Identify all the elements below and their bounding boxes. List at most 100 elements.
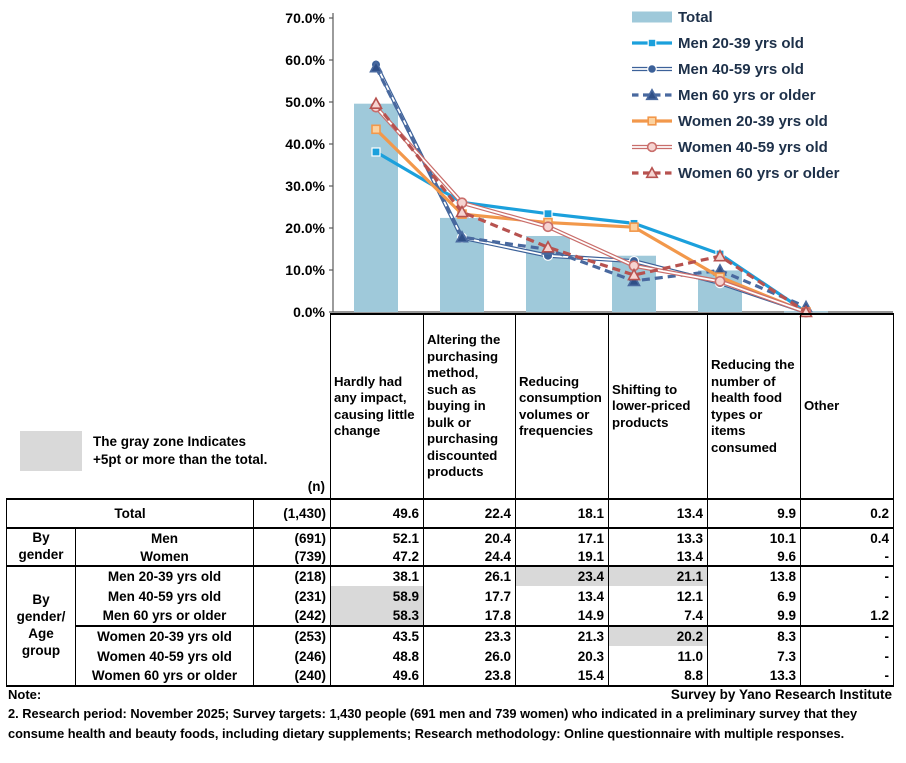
- cell-value: -: [800, 586, 895, 606]
- svg-text:40.0%: 40.0%: [285, 136, 325, 152]
- gray-zone-line1: The gray zone Indicates: [93, 434, 247, 449]
- cell-value: 20.3: [515, 646, 610, 666]
- cell-value: 17.7: [423, 586, 517, 606]
- cell-row-label: Women: [75, 547, 254, 566]
- cell-value: -: [800, 547, 895, 566]
- source-credit: Survey by Yano Research Institute: [670, 687, 892, 702]
- legend-label: Women 20-39 yrs old: [678, 112, 828, 130]
- cell-row-label: Women 20-39 yrs old: [75, 625, 254, 646]
- results-table: Hardly had any impact, causing little ch…: [6, 313, 895, 687]
- cell-value: 1.2: [800, 606, 895, 626]
- table-row: Women 60 yrs or older (240) 49.6 23.8 15.4 8.…: [7, 666, 895, 687]
- gray-zone-line2: +5pt or more than the total.: [93, 451, 268, 467]
- cell-value: 9.6: [707, 547, 802, 566]
- legend-line-icon: [632, 38, 672, 48]
- cell-value: 17.1: [515, 527, 610, 547]
- cell-value: 15.4: [515, 666, 610, 687]
- legend-item-total: Total: [630, 4, 839, 30]
- cell-value: 11.0: [608, 646, 709, 666]
- cell-value: 12.1: [608, 586, 709, 606]
- cell-value: 17.8: [423, 606, 517, 626]
- svg-text:30.0%: 30.0%: [285, 178, 325, 194]
- cell-value: 10.1: [707, 527, 802, 547]
- cell-n: (246): [252, 646, 332, 666]
- cell-value: 38.1: [330, 565, 425, 586]
- cell-value: 22.4: [423, 498, 517, 528]
- note-label: Note:: [8, 687, 42, 702]
- cell-group-label: By gender: [6, 527, 76, 566]
- legend-item: Women 20-39 yrs old: [630, 108, 839, 134]
- column-header: Reducing consumption volumes or frequenc…: [515, 313, 610, 500]
- cell-value: 49.6: [330, 666, 425, 687]
- cell-value: 13.8: [707, 565, 802, 586]
- cell-n: (218): [252, 565, 332, 586]
- cell-value: 23.3: [423, 625, 517, 646]
- cell-value: 7.4: [608, 606, 709, 626]
- legend-label: Men 60 yrs or older: [678, 86, 816, 104]
- cell-value: 7.3: [707, 646, 802, 666]
- cell-value: 23.8: [423, 666, 517, 687]
- cell-row-label: Total: [6, 498, 254, 528]
- svg-text:50.0%: 50.0%: [285, 94, 325, 110]
- cell-value: 0.2: [800, 498, 895, 528]
- cell-row-label: Women 40-59 yrs old: [75, 646, 254, 666]
- column-header: Other: [800, 313, 895, 500]
- table-row: Women 20-39 yrs old (253) 43.5 23.3 21.3 20.2…: [7, 625, 895, 646]
- legend-line-icon: [632, 64, 672, 74]
- cell-value: 8.8: [608, 666, 709, 687]
- table-row: Women (739) 47.2 24.4 19.1 13.4 9.6-: [7, 547, 895, 566]
- column-header: Shifting to lower-priced products: [608, 313, 709, 500]
- legend-line-icon: [632, 116, 672, 126]
- n-column-header: (n): [307, 479, 325, 494]
- cell-row-label: Men 20-39 yrs old: [75, 565, 254, 586]
- cell-value: 6.9: [707, 586, 802, 606]
- cell-value: 13.4: [608, 498, 709, 528]
- column-header: Hardly had any impact, causing little ch…: [330, 313, 425, 500]
- cell-value: -: [800, 565, 895, 586]
- svg-text:70.0%: 70.0%: [285, 10, 325, 26]
- svg-text:20.0%: 20.0%: [285, 220, 325, 236]
- cell-row-label: Men: [75, 527, 254, 547]
- svg-text:10.0%: 10.0%: [285, 262, 325, 278]
- legend-item: Women 40-59 yrs old: [630, 134, 839, 160]
- cell-value: -: [800, 625, 895, 646]
- cell-row-label: Men 40-59 yrs old: [75, 586, 254, 606]
- cell-value: 18.1: [515, 498, 610, 528]
- legend-item: Men 20-39 yrs old: [630, 30, 839, 56]
- legend-label: Total: [678, 8, 713, 26]
- svg-text:60.0%: 60.0%: [285, 52, 325, 68]
- cell-value: 26.0: [423, 646, 517, 666]
- cell-value: 19.1: [515, 547, 610, 566]
- legend-label: Women 40-59 yrs old: [678, 138, 828, 156]
- note-body: 2. Research period: November 2025; Surve…: [8, 706, 858, 742]
- cell-value: -: [800, 646, 895, 666]
- legend-item: Women 60 yrs or older: [630, 160, 839, 186]
- cell-value: 9.9: [707, 606, 802, 626]
- gray-zone-text: The gray zone Indicates +5pt or more tha…: [93, 431, 267, 471]
- footnotes: Note: Survey by Yano Research Institute …: [8, 687, 892, 745]
- cell-value: 49.6: [330, 498, 425, 528]
- cell-value: 43.5: [330, 625, 425, 646]
- cell-value: 48.8: [330, 646, 425, 666]
- legend-line-icon: [632, 141, 672, 153]
- legend-label: Men 20-39 yrs old: [678, 34, 804, 52]
- cell-row-label: Women 60 yrs or older: [75, 666, 254, 687]
- cell-value: 21.3: [515, 625, 610, 646]
- cell-value: -: [800, 666, 895, 687]
- svg-text:0.0%: 0.0%: [293, 304, 325, 320]
- chart-legend: Total Men 20-39 yrs old Men 40-59 yrs old M…: [630, 4, 839, 186]
- table-row: Total (1,430) 49.6 22.4 18.1 13.4 9.9 0.2: [6, 498, 895, 528]
- legend-line-icon: [632, 88, 672, 101]
- combo-chart: 0.0% 10.0% 20.0% 30.0% 40.0% 50.0% 60.0% 70.0%: [285, 10, 893, 320]
- legend-item: Men 60 yrs or older: [630, 82, 839, 108]
- cell-value: 13.4: [515, 586, 610, 606]
- cell-value: 20.2: [608, 625, 709, 646]
- cell-group-label: By gender/ Age group: [6, 565, 76, 687]
- column-header: Altering the purchasing method, such as …: [423, 313, 517, 500]
- cell-value: 13.4: [608, 547, 709, 566]
- cell-value: 13.3: [608, 527, 709, 547]
- cell-value: 47.2: [330, 547, 425, 566]
- legend-label: Men 40-59 yrs old: [678, 60, 804, 78]
- gray-swatch: [20, 431, 82, 471]
- cell-value: 52.1: [330, 527, 425, 547]
